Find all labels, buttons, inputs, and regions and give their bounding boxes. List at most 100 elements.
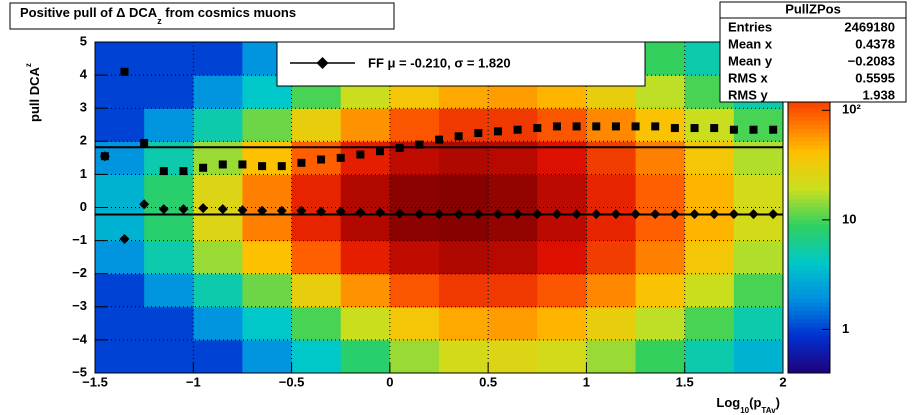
heat-cell xyxy=(193,42,243,76)
profile-point xyxy=(610,209,621,220)
heat-cell xyxy=(733,339,784,374)
heat-cell xyxy=(389,240,440,275)
palette-swatch xyxy=(788,298,830,304)
palette-swatch xyxy=(788,348,830,353)
heat-cell xyxy=(733,174,784,208)
y-tick-label: 0 xyxy=(80,199,87,214)
heat-cell xyxy=(144,108,194,142)
y-label-part: pull DCA xyxy=(27,67,42,122)
heat-cell xyxy=(389,306,440,341)
profile-point xyxy=(493,127,502,136)
profile-point xyxy=(199,163,208,172)
title-rest: from cosmics muons xyxy=(162,5,296,20)
profile-point xyxy=(316,206,327,217)
palette-swatch xyxy=(788,257,830,262)
stats-rows: Entries 2469180 Mean x 0.4378 Mean y −0.2083 R… xyxy=(728,19,895,102)
heat-cell xyxy=(242,273,293,308)
heat-cell xyxy=(193,273,243,308)
heat-cell xyxy=(95,339,145,374)
heat-cell xyxy=(537,339,587,374)
profile-point xyxy=(551,209,562,220)
heat-cell xyxy=(586,174,637,208)
profile-point xyxy=(355,207,366,218)
palette-swatch xyxy=(788,248,830,254)
heat-cell xyxy=(389,108,440,142)
heat-cell xyxy=(684,339,735,374)
y-tick-label: −1 xyxy=(72,232,87,247)
y-label-part: z xyxy=(24,63,33,67)
profile-point xyxy=(415,140,424,149)
heat-cell xyxy=(95,207,145,242)
stats-value: 2469180 xyxy=(844,19,895,34)
heat-cell xyxy=(144,306,194,341)
heat-cell xyxy=(95,174,145,208)
palette-swatch xyxy=(788,286,830,291)
profile-point xyxy=(611,122,620,131)
palette-swatch xyxy=(788,364,830,370)
heat-cell xyxy=(95,240,145,275)
profile-point xyxy=(728,209,739,220)
title-main: Positive pull of Δ DCA xyxy=(20,5,158,20)
profile-point xyxy=(591,209,602,220)
profile-point xyxy=(120,67,129,76)
stats-value: −0.2083 xyxy=(848,53,895,68)
y-tick-label: 3 xyxy=(80,100,87,115)
y-tick-label: 5 xyxy=(80,33,87,48)
z-tick-label: 1 xyxy=(842,321,849,336)
profile-point xyxy=(375,207,386,218)
profile-point xyxy=(689,209,700,220)
heat-cell xyxy=(733,240,784,275)
stats-value: 0.5595 xyxy=(855,70,895,85)
title-sub: z xyxy=(157,16,162,26)
heat-cell xyxy=(291,273,342,308)
profile-point xyxy=(238,160,247,169)
profile-point xyxy=(218,160,227,169)
x-tick-label: 0 xyxy=(386,374,393,389)
heat-cell xyxy=(95,75,145,109)
legend-marker xyxy=(316,57,329,69)
profile-point xyxy=(592,122,601,131)
heat-cell xyxy=(733,306,784,341)
profile-point xyxy=(140,138,149,147)
heat-cell xyxy=(242,240,293,275)
x-label-part: (p xyxy=(749,395,761,410)
palette-swatch xyxy=(788,253,830,258)
heat-cell xyxy=(439,240,489,275)
heat-cell xyxy=(635,273,686,308)
x-label-part: ) xyxy=(776,395,780,410)
profile-point xyxy=(669,209,680,220)
stats-value: 1.938 xyxy=(862,87,895,102)
palette-swatch xyxy=(788,360,830,366)
profile-point xyxy=(335,206,346,217)
palette-swatch xyxy=(788,306,830,312)
overlay: −1.5 −1 −0.5 0 0.5 1 1.5 2 −5 −4 −3 −2 −1 0 1 2 3 4 5 xyxy=(72,33,786,389)
heat-cell xyxy=(291,174,342,208)
y-tick-label: −3 xyxy=(72,298,87,313)
profile-point xyxy=(552,122,561,131)
chart-title: Positive pull of Δ DCAz from cosmics muo… xyxy=(20,5,296,26)
heat-cell xyxy=(684,273,735,308)
heat-cell xyxy=(389,339,440,374)
legend-box xyxy=(276,41,646,87)
heat-cell xyxy=(733,273,784,308)
palette-swatch xyxy=(788,137,830,142)
palette-swatch xyxy=(788,141,830,146)
heat-cell xyxy=(537,240,587,275)
x-tick-label: 1 xyxy=(583,374,590,389)
heat-cell xyxy=(586,339,637,374)
palette-swatch xyxy=(788,224,830,229)
palette-swatch xyxy=(788,124,830,130)
heat-cell xyxy=(340,174,391,208)
stats-label: Mean x xyxy=(728,36,773,51)
heat-cell xyxy=(537,174,587,208)
x-axis-label: Log10(pTAv) xyxy=(716,395,780,415)
title-box xyxy=(9,2,395,30)
heat-cell xyxy=(439,339,489,374)
heat-cell xyxy=(291,339,342,374)
palette-swatch xyxy=(788,108,830,113)
profile-point xyxy=(297,158,306,167)
palette-swatch xyxy=(788,344,830,349)
stats-label: RMS x xyxy=(728,70,769,85)
palette-swatch xyxy=(788,203,830,208)
heat-cell xyxy=(144,174,194,208)
